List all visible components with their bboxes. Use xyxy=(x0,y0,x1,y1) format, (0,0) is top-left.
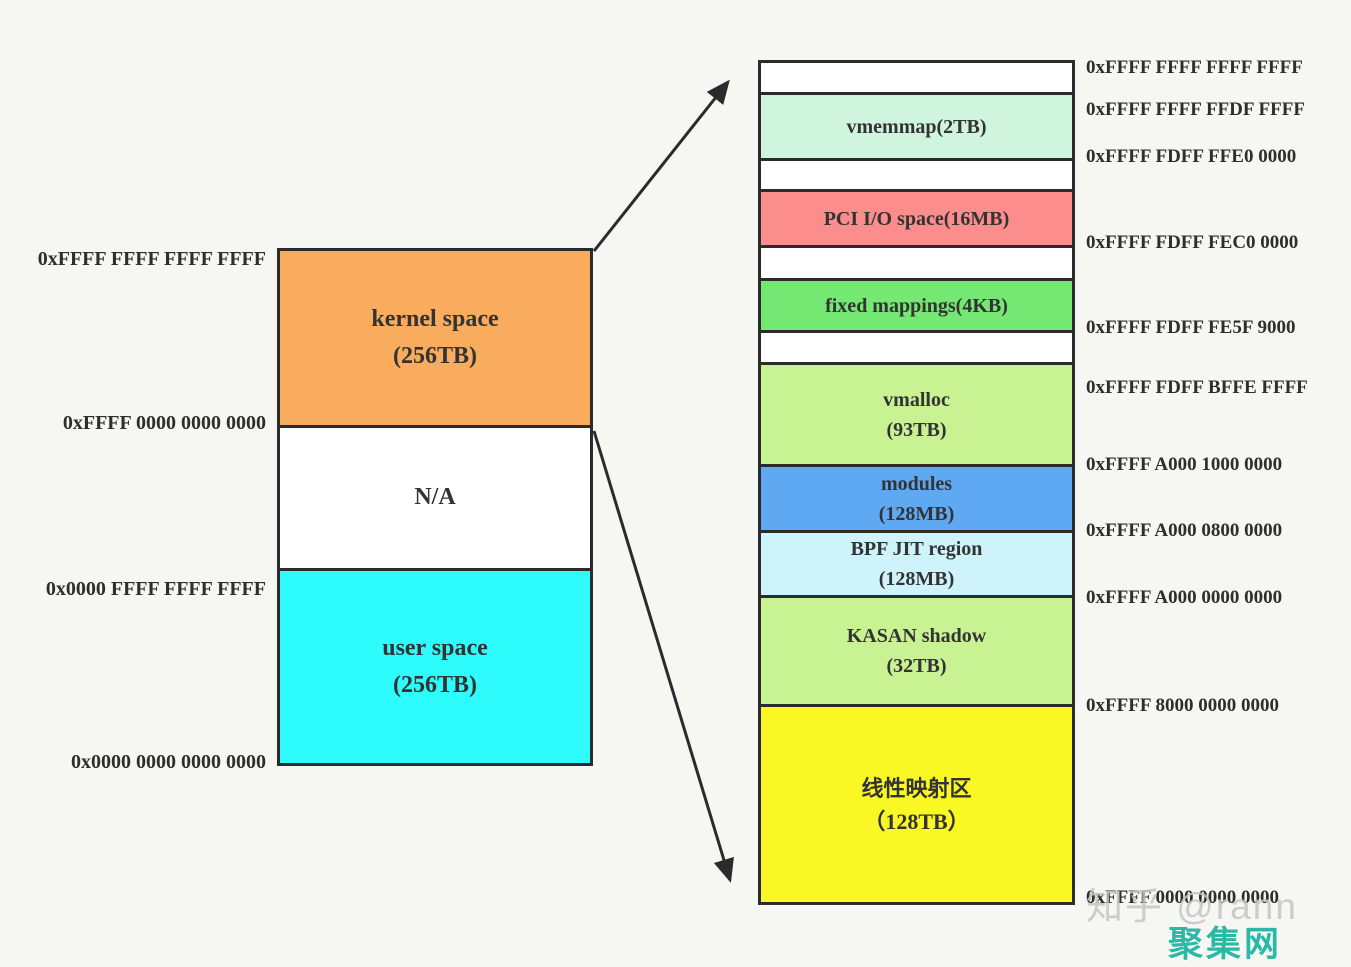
segment-gap-3 xyxy=(761,333,1072,365)
segment-label: PCI I/O space(16MB) xyxy=(823,207,1010,230)
address-label: 0xFFFF 0000 0000 0000 xyxy=(1086,887,1279,908)
segment-kasan-shadow: KASAN shadow (32TB) xyxy=(761,598,1072,707)
arrow-to-bottom-icon xyxy=(592,430,734,883)
segment-label: KASAN shadow xyxy=(846,625,987,647)
address-label: 0xFFFF A000 1000 0000 xyxy=(1086,454,1283,475)
address-label: 0x0000 FFFF FFFF FFFF xyxy=(45,578,266,600)
segment-fixed-mappings: fixed mappings(4KB) xyxy=(761,281,1072,333)
address-label: 0xFFFF FDFF FE5F 9000 xyxy=(1086,317,1296,338)
segment-gap-top xyxy=(761,63,1072,95)
segment-gap-1 xyxy=(761,161,1072,192)
segment-label: modules xyxy=(880,472,953,495)
segment-size: (256TB) xyxy=(393,672,477,698)
address-label: 0xFFFF 8000 0000 0000 xyxy=(1086,695,1279,716)
segment-size: (128MB) xyxy=(878,502,955,525)
segment-linear-mapping: 线性映射区 （128TB） xyxy=(761,707,1072,902)
address-label: 0xFFFF FDFF FEC0 0000 xyxy=(1086,232,1299,253)
address-label: 0xFFFF FDFF BFFE FFFF xyxy=(1086,377,1308,398)
watermark-site: 聚集网 xyxy=(1168,925,1283,964)
segment-user-space: user space (256TB) xyxy=(280,571,590,763)
segment-na: N/A xyxy=(280,428,590,571)
segment-label: user space xyxy=(382,634,488,661)
segment-label: vmalloc xyxy=(883,388,950,411)
segment-label: kernel space xyxy=(371,305,499,332)
segment-size: (128MB) xyxy=(878,568,955,590)
address-label: 0xFFFF FFFF FFFF FFFF xyxy=(37,248,266,270)
address-label: 0xFFFF FFFF FFFF FFFF xyxy=(1086,57,1303,78)
segment-label: fixed mappings(4KB) xyxy=(825,294,1008,317)
segment-label: vmemmap(2TB) xyxy=(846,115,987,138)
segment-vmemmap: vmemmap(2TB) xyxy=(761,95,1072,161)
address-label: 0xFFFF 0000 0000 0000 xyxy=(62,412,266,434)
segment-vmalloc: vmalloc (93TB) xyxy=(761,365,1072,467)
segment-bpf-jit-region: BPF JIT region (128MB) xyxy=(761,533,1072,598)
address-label: 0xFFFF FFFF FFDF FFFF xyxy=(1086,99,1305,120)
watermark-author: 知乎 @rann xyxy=(1086,886,1298,927)
segment-kernel-space: kernel space (256TB) xyxy=(280,251,590,428)
segment-size: (93TB) xyxy=(886,418,947,441)
segment-label: N/A xyxy=(414,484,456,511)
arrow-to-top-icon xyxy=(592,79,730,252)
address-label: 0xFFFF FDFF FFE0 0000 xyxy=(1086,146,1297,167)
segment-label: 线性映射区 xyxy=(861,775,972,801)
segment-size: (32TB) xyxy=(886,655,947,677)
segment-gap-2 xyxy=(761,248,1072,281)
right-memory-column: vmemmap(2TB) PCI I/O space(16MB) fixed m… xyxy=(758,60,1075,905)
segment-size: （128TB） xyxy=(863,808,970,834)
left-memory-column: kernel space (256TB) N/A user space (256… xyxy=(277,248,593,766)
segment-size: (256TB) xyxy=(393,343,477,369)
segment-pci-io-space: PCI I/O space(16MB) xyxy=(761,192,1072,248)
segment-label: BPF JIT region xyxy=(850,538,983,560)
address-label: 0xFFFF A000 0000 0000 xyxy=(1086,587,1283,608)
address-label: 0xFFFF A000 0800 0000 xyxy=(1086,520,1283,541)
address-label: 0x0000 0000 0000 0000 xyxy=(71,751,266,773)
segment-modules: modules (128MB) xyxy=(761,467,1072,533)
